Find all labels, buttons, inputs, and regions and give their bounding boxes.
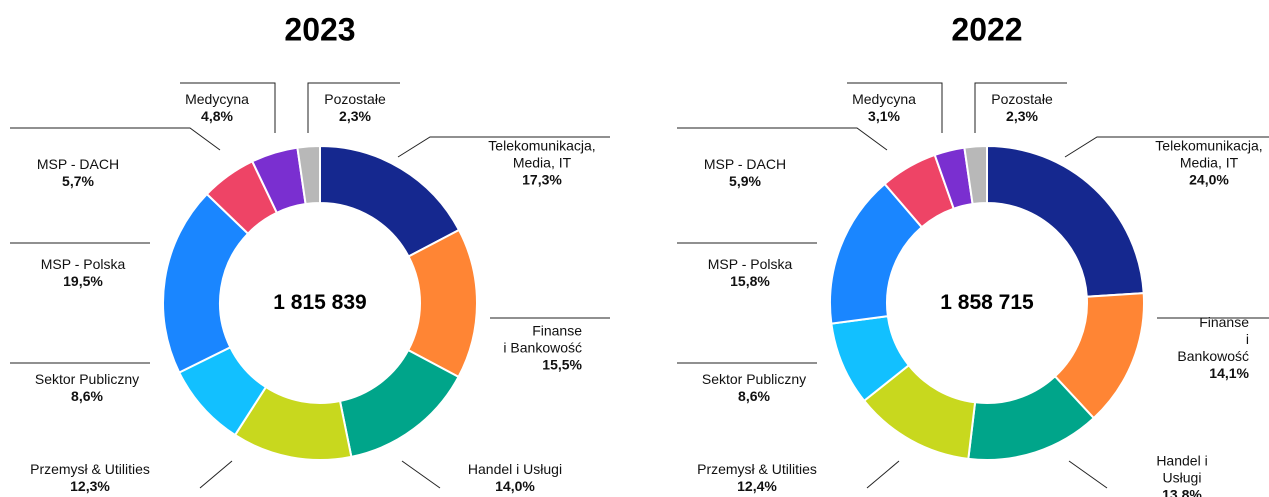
category-name: MSP - DACH: [36, 156, 120, 172]
slice-label: Przemysł & Utilities 12,4%: [697, 461, 817, 495]
value-label: 5,7%: [62, 173, 94, 189]
slice-label: MSP - Polska 15,8%: [708, 256, 793, 290]
category-name: Przemysł & Utilities: [30, 461, 150, 477]
slice-label: Sektor Publiczny 8,6%: [35, 371, 139, 405]
slice-label: Medycyna 4,8%: [185, 91, 249, 125]
leader-line: [397, 136, 610, 158]
slice-label: Handel i Usługi 13,8%: [1139, 453, 1226, 497]
chart-title: 2023: [284, 11, 356, 48]
category-name: Sektor Publiczny: [701, 371, 807, 387]
value-label: 12,4%: [737, 478, 777, 494]
leader-line: [974, 82, 1067, 133]
slice-label: Telekomunikacja, Media, IT 17,3%: [488, 138, 595, 189]
category-name: MSP - Polska: [707, 256, 793, 272]
slice-label: Sektor Publiczny 8,6%: [702, 371, 806, 405]
category-name: MSP - Polska: [40, 256, 126, 272]
leader-line: [401, 460, 441, 489]
leader-line: [1068, 460, 1108, 489]
value-label: 24,0%: [1189, 171, 1229, 188]
value-label: 13,8%: [1162, 486, 1202, 497]
chart-title: 2022: [951, 11, 1023, 48]
category-name: Medycyna: [185, 91, 249, 107]
leader-line: [866, 460, 900, 489]
value-label: 17,3%: [522, 171, 562, 188]
value-label: 2,3%: [339, 108, 371, 124]
category-name: Przemysł & Utilities: [697, 461, 817, 477]
value-label: 8,6%: [71, 388, 103, 404]
slice-label: Pozostałe 2,3%: [991, 91, 1052, 125]
slice-label: Telekomunikacja, Media, IT 24,0%: [1155, 138, 1262, 189]
value-label: 12,3%: [70, 478, 110, 494]
leader-line: [10, 127, 221, 151]
leader-line: [307, 82, 400, 133]
slice-label: Handel i Usługi 14,0%: [468, 461, 562, 495]
category-name: Telekomunikacja, Media, IT: [1155, 137, 1263, 171]
leader-line: [847, 82, 943, 133]
center-total: 1 858 715: [940, 291, 1034, 314]
slice-label: Pozostałe 2,3%: [324, 91, 385, 125]
leader-line: [180, 82, 276, 133]
category-name: Finanse i Bankowość: [1177, 314, 1249, 364]
slice-label: MSP - DACH 5,9%: [704, 156, 786, 190]
slice-label: MSP - Polska 19,5%: [41, 256, 126, 290]
value-label: 3,1%: [868, 108, 900, 124]
value-label: 14,1%: [1209, 365, 1249, 381]
category-name: Pozostałe: [324, 91, 386, 107]
slice-label: MSP - DACH 5,7%: [37, 156, 119, 190]
slice-label: Finanse i Bankowość 14,1%: [1177, 314, 1249, 382]
value-label: 8,6%: [738, 388, 770, 404]
slice-label: Medycyna 3,1%: [852, 91, 916, 125]
slice-label: Finanse i Bankowość 15,5%: [503, 323, 582, 374]
category-name: Handel i Usługi: [1156, 452, 1208, 486]
donut-slice: [296, 144, 321, 206]
value-label: 14,0%: [495, 478, 535, 494]
category-name: Pozostałe: [991, 91, 1053, 107]
slice-label: Przemysł & Utilities 12,3%: [30, 461, 150, 495]
category-name: Sektor Publiczny: [34, 371, 140, 387]
donut-slice: [986, 144, 1145, 298]
value-label: 2,3%: [1006, 108, 1038, 124]
value-label: 19,5%: [63, 273, 103, 289]
category-name: Finanse i Bankowość: [503, 322, 582, 356]
leader-line: [199, 460, 233, 489]
donut-slice: [963, 144, 988, 206]
value-label: 15,5%: [542, 356, 582, 373]
category-name: Telekomunikacja, Media, IT: [488, 137, 596, 171]
value-label: 5,9%: [729, 173, 761, 189]
leader-line: [1064, 136, 1269, 158]
category-name: MSP - DACH: [703, 156, 787, 172]
leader-line: [677, 127, 888, 151]
value-label: 15,8%: [730, 273, 770, 289]
category-name: Medycyna: [852, 91, 916, 107]
value-label: 4,8%: [201, 108, 233, 124]
category-name: Handel i Usługi: [467, 461, 563, 477]
center-total: 1 815 839: [273, 291, 367, 314]
